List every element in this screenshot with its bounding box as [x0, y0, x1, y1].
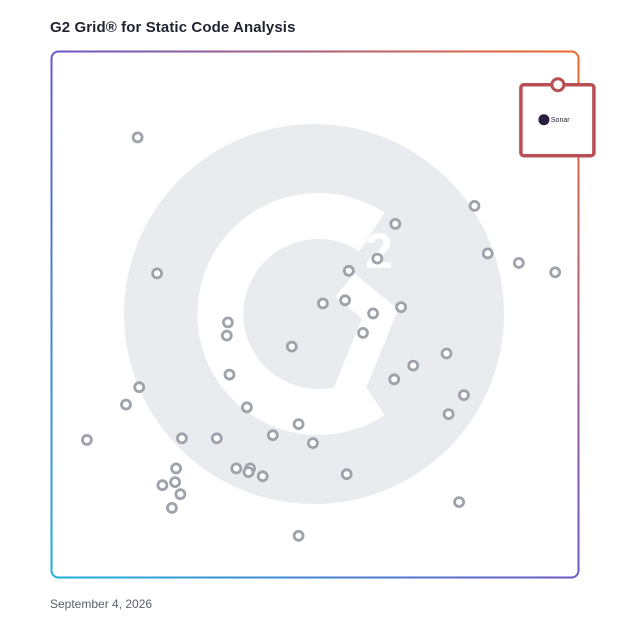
product-marker[interactable] [549, 266, 562, 279]
product-marker[interactable] [266, 429, 279, 442]
product-marker[interactable] [357, 326, 369, 339]
chart-title: G2 Grid® for Static Code Analysis [50, 19, 296, 36]
product-marker[interactable] [395, 301, 408, 314]
product-marker[interactable] [242, 466, 255, 479]
product-marker[interactable] [388, 373, 401, 386]
product-markers [81, 131, 562, 542]
product-marker[interactable] [120, 398, 132, 411]
sonar-highlight[interactable]: Sonar [519, 77, 596, 158]
product-marker[interactable] [221, 316, 234, 329]
product-marker[interactable] [292, 418, 305, 431]
product-marker[interactable] [468, 199, 481, 212]
product-marker[interactable] [339, 294, 352, 307]
product-marker[interactable] [223, 368, 236, 381]
product-marker[interactable] [512, 256, 525, 269]
product-marker[interactable] [133, 381, 146, 394]
product-marker[interactable] [170, 462, 183, 475]
product-marker[interactable] [81, 433, 93, 446]
product-marker[interactable] [220, 329, 233, 342]
svg-text:2: 2 [365, 223, 393, 279]
product-marker[interactable] [175, 432, 188, 445]
product-marker[interactable] [371, 252, 384, 265]
product-marker[interactable] [367, 307, 380, 320]
product-marker[interactable] [131, 131, 144, 144]
sonar-marker[interactable] [550, 77, 566, 93]
product-marker[interactable] [440, 347, 453, 360]
sonar-logo-label: Sonar [551, 117, 570, 124]
product-marker[interactable] [256, 470, 269, 483]
product-marker[interactable] [481, 247, 494, 260]
product-marker[interactable] [151, 267, 164, 280]
product-marker[interactable] [306, 437, 319, 450]
product-marker[interactable] [174, 488, 187, 501]
product-marker[interactable] [156, 479, 169, 492]
product-marker[interactable] [285, 340, 298, 353]
product-marker[interactable] [240, 401, 253, 414]
product-marker[interactable] [457, 389, 470, 402]
product-marker[interactable] [169, 476, 182, 489]
product-marker[interactable] [230, 462, 243, 475]
product-marker[interactable] [316, 297, 329, 310]
product-marker[interactable] [389, 217, 402, 230]
product-marker[interactable] [340, 468, 353, 481]
sonar-logo-icon [538, 114, 550, 126]
product-marker[interactable] [292, 529, 305, 542]
product-marker[interactable] [442, 408, 455, 421]
product-marker[interactable] [210, 432, 223, 445]
product-marker[interactable] [453, 496, 466, 509]
product-marker[interactable] [165, 501, 178, 514]
product-marker[interactable] [342, 264, 355, 277]
product-marker[interactable] [407, 359, 420, 372]
grid-date: September 4, 2026 [50, 597, 153, 611]
